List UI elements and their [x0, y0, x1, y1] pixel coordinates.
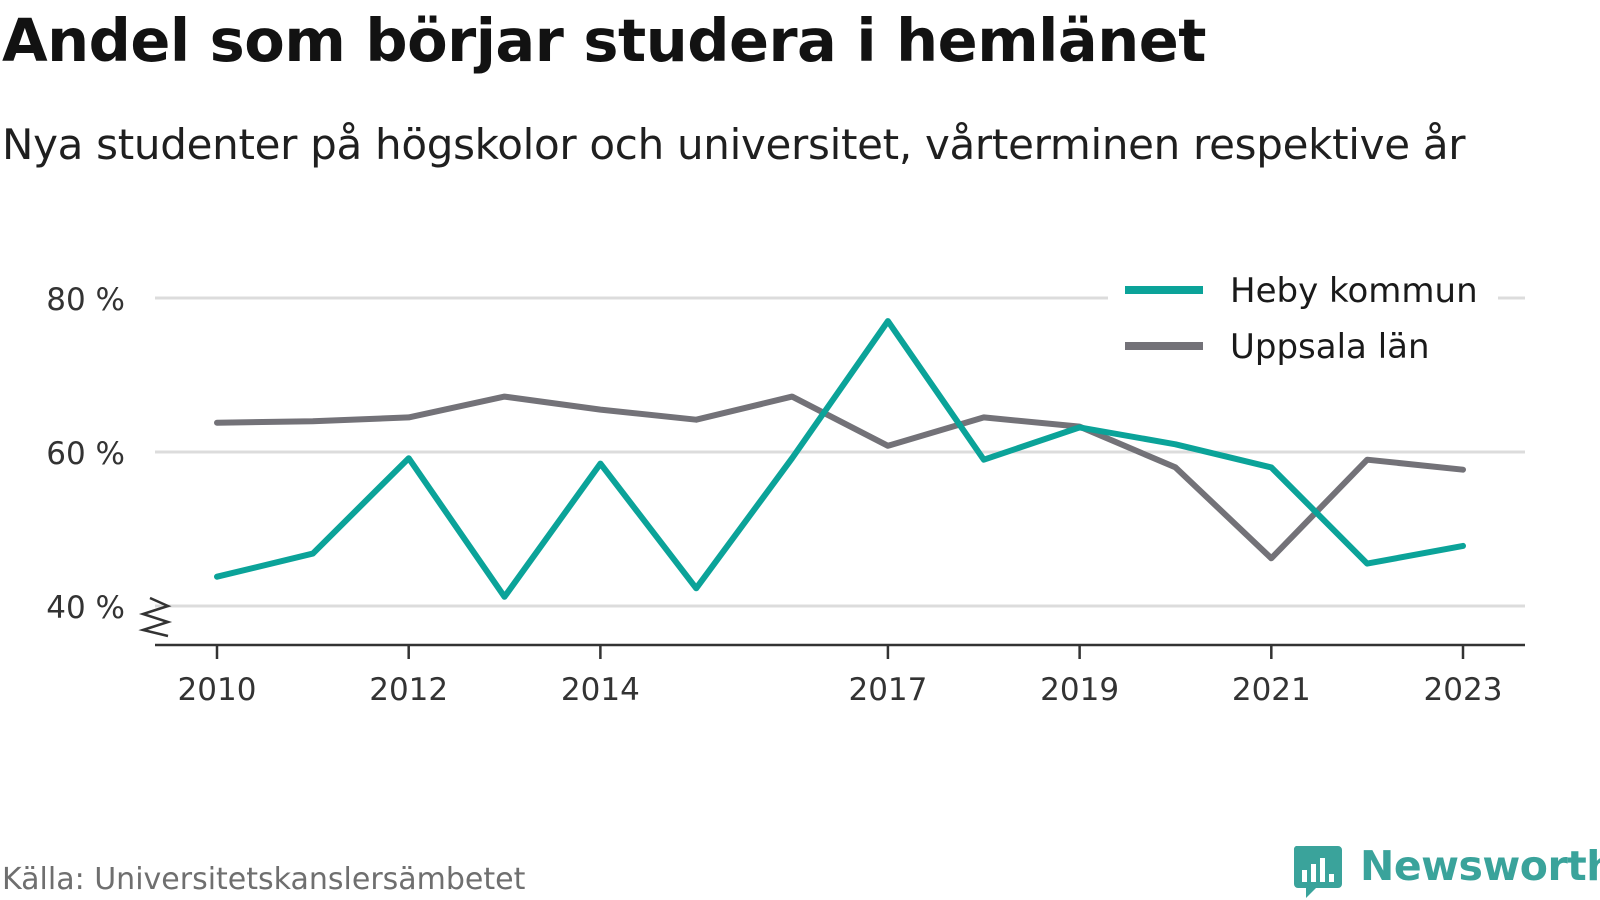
x-tick-label-2012: 2012: [369, 672, 448, 708]
line-chart: 40 % 60 % 80 % 2010 2012 2014 2017 2019 2021 202…: [46, 262, 1525, 708]
series-line-uppsala-lan: [214, 393, 1466, 562]
legend-label-0: Heby kommun: [1230, 271, 1478, 311]
y-tick-label-60: 60 %: [46, 436, 125, 472]
x-axis: [138, 596, 1525, 659]
source-note: Källa: Universitetskanslersämbetet: [2, 862, 526, 897]
x-tick-label-2010: 2010: [178, 672, 257, 708]
brand-name: Newsworthy: [1360, 842, 1600, 890]
y-tick-label-80: 80 %: [46, 282, 125, 318]
x-tick-label-2014: 2014: [561, 672, 640, 708]
x-tick-labels: 2010 2012 2014 2017 2019 2021 2023: [178, 672, 1503, 708]
chart-subtitle: Nya studenter på högskolor och universit…: [2, 120, 1466, 169]
chart-title: Andel som börjar studera i hemlänet: [2, 6, 1206, 75]
brand-logo: Newsworthy: [1292, 840, 1600, 900]
legend-background: [1108, 262, 1498, 374]
bar-chart-speech-bubble-icon: [1293, 846, 1342, 898]
legend-label-1: Uppsala län: [1230, 327, 1430, 367]
y-tick-labels: 40 % 60 % 80 %: [46, 282, 125, 626]
y-tick-label-40: 40 %: [46, 590, 125, 626]
x-tick-label-2023: 2023: [1424, 672, 1503, 708]
series-lines: [214, 318, 1466, 600]
x-tick-label-2019: 2019: [1040, 672, 1119, 708]
x-tick-label-2021: 2021: [1232, 672, 1311, 708]
x-tick-label-2017: 2017: [848, 672, 927, 708]
series-line-heby-kommun: [214, 318, 1466, 600]
legend: Heby kommun Uppsala län: [1108, 262, 1498, 374]
axis-break-marker: [138, 596, 173, 638]
